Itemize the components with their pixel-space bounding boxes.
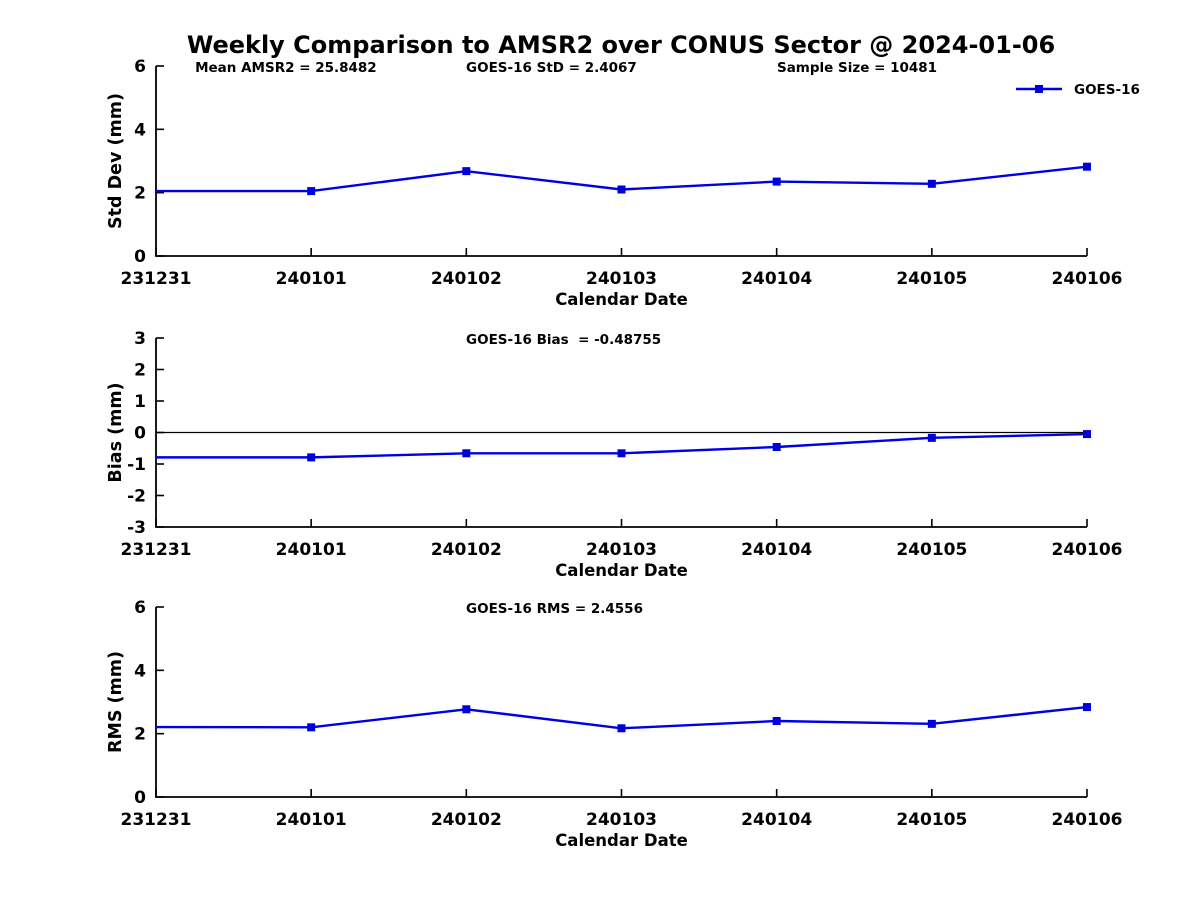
annotation: Sample Size = 10481	[777, 60, 937, 76]
y-tick-label: -3	[127, 518, 146, 538]
x-tick-label: 231231	[121, 810, 192, 830]
legend-marker	[1035, 85, 1043, 93]
y-tick-label: 2	[134, 361, 146, 381]
x-tick-label: 231231	[121, 269, 192, 289]
data-marker	[462, 705, 471, 714]
data-marker	[617, 724, 626, 733]
annotation: Mean AMSR2 = 25.8482	[195, 60, 377, 76]
data-marker	[307, 723, 316, 732]
y-tick-label: 1	[134, 392, 146, 412]
x-tick-label: 240106	[1052, 540, 1123, 560]
data-marker	[927, 433, 936, 442]
x-tick-label: 240106	[1052, 810, 1123, 830]
data-marker	[462, 167, 471, 176]
x-tick-label: 240101	[276, 540, 347, 560]
y-tick-label: -2	[127, 487, 146, 507]
data-marker	[1083, 703, 1091, 712]
x-tick-label: 240105	[896, 540, 967, 560]
data-marker	[617, 185, 626, 194]
y-tick-label: 0	[134, 424, 146, 444]
data-marker	[927, 179, 936, 188]
y-axis-title: Bias (mm)	[106, 382, 126, 482]
x-tick-label: 240105	[896, 269, 967, 289]
y-tick-label: 4	[134, 661, 146, 681]
x-tick-label: 240103	[586, 810, 657, 830]
x-tick-label: 240102	[431, 269, 502, 289]
x-tick-label: 240103	[586, 540, 657, 560]
x-tick-label: 240102	[431, 810, 502, 830]
figure-title: Weekly Comparison to AMSR2 over CONUS Se…	[186, 31, 1056, 59]
x-tick-label: 240103	[586, 269, 657, 289]
y-tick-label: -1	[127, 455, 146, 475]
legend: GOES-16	[1016, 82, 1140, 98]
x-tick-label: 240104	[741, 269, 812, 289]
y-tick-label: 2	[134, 184, 146, 204]
data-marker	[1083, 430, 1091, 439]
subplot-rms: 0 2 4 6 231231 240101 240102 240103 240104 240105…	[106, 598, 1122, 850]
data-marker	[462, 449, 471, 458]
subplot-bias: -3 -2 -1 0 1 2 3 231231 240101 240102 240103 240104…	[106, 329, 1122, 580]
x-tick-label: 231231	[121, 540, 192, 560]
data-marker	[1083, 162, 1091, 171]
data-marker	[307, 453, 316, 462]
x-tick-label: 240101	[276, 810, 347, 830]
x-axis-title: Calendar Date	[555, 290, 688, 309]
y-tick-label: 6	[134, 598, 146, 618]
data-marker	[307, 187, 316, 196]
x-tick-label: 240104	[741, 540, 812, 560]
data-marker	[617, 449, 626, 458]
y-tick-label: 0	[134, 788, 146, 808]
x-tick-label: 240104	[741, 810, 812, 830]
data-marker	[927, 719, 936, 728]
y-tick-label: 4	[134, 120, 146, 140]
data-marker	[772, 442, 781, 451]
y-tick-label: 2	[134, 725, 146, 745]
x-tick-label: 240105	[896, 810, 967, 830]
x-axis-title: Calendar Date	[555, 561, 688, 580]
legend-label: GOES-16	[1074, 82, 1140, 98]
data-marker	[772, 717, 781, 725]
data-marker	[772, 177, 781, 186]
annotation: GOES-16 Bias = -0.48755	[466, 332, 661, 348]
x-axis-title: Calendar Date	[555, 831, 688, 850]
x-tick-label: 240101	[276, 269, 347, 289]
subplot-std: 0 2 4 6 231231 240101 240102 240103 240104 240105…	[106, 57, 1140, 309]
annotation: GOES-16 StD = 2.4067	[466, 60, 637, 76]
y-tick-label: 6	[134, 57, 146, 77]
x-tick-label: 240106	[1052, 269, 1123, 289]
y-axis-title: RMS (mm)	[106, 651, 126, 753]
x-tick-label: 240102	[431, 540, 502, 560]
y-tick-label: 3	[134, 329, 146, 349]
y-tick-label: 0	[134, 247, 146, 267]
y-axis-title: Std Dev (mm)	[106, 93, 126, 229]
annotation: GOES-16 RMS = 2.4556	[466, 601, 643, 617]
